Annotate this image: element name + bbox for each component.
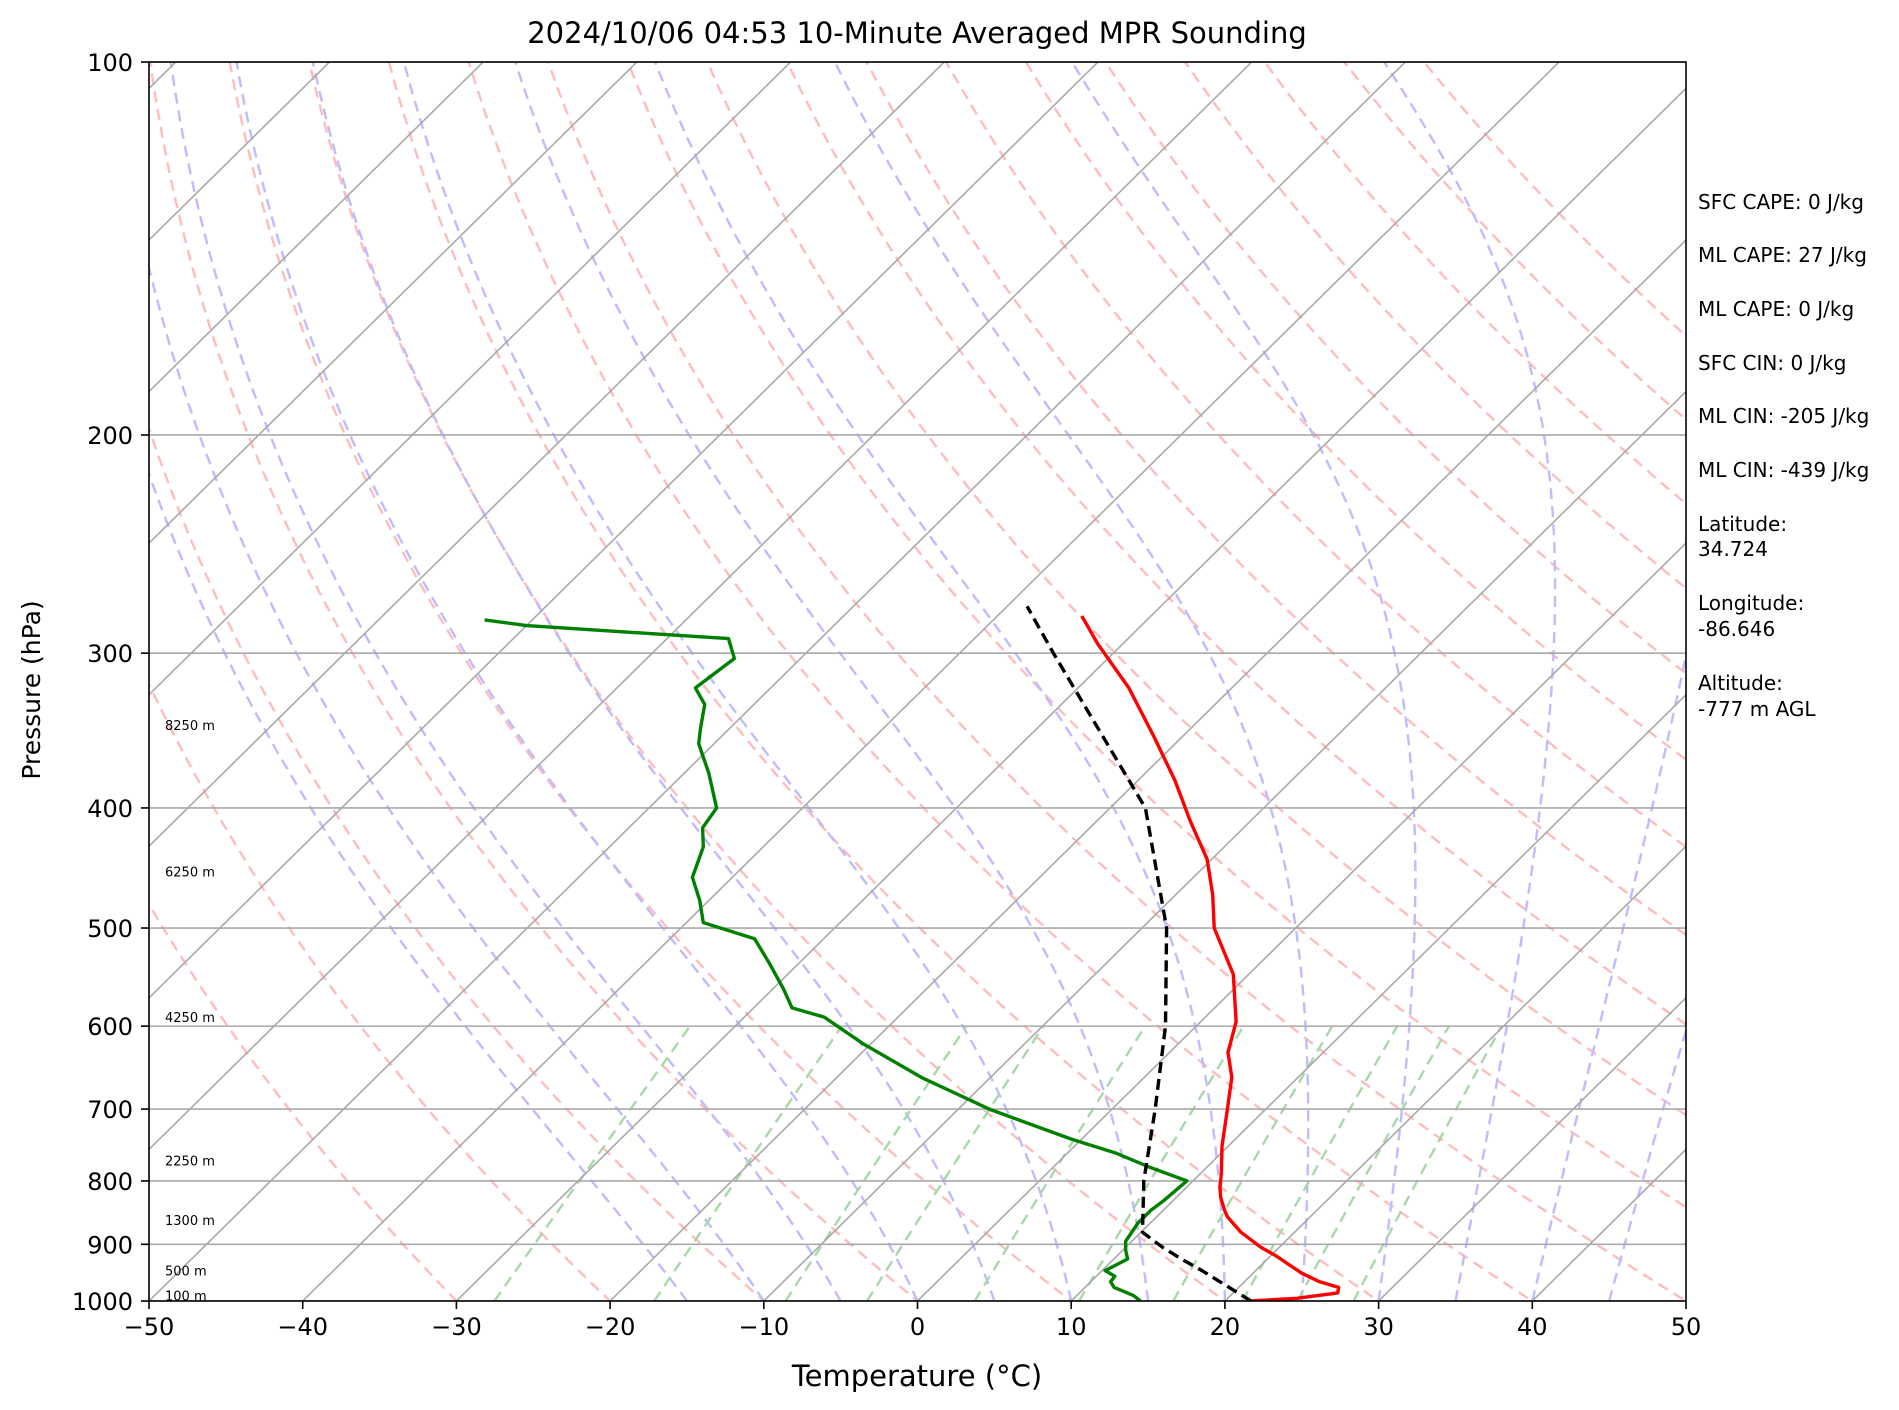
y-tick-label-9: 1000: [72, 1288, 133, 1316]
height-label-6: 8250 m: [165, 719, 215, 734]
info-altitude-value: -777 m AGL: [1698, 697, 1816, 721]
height-label-3: 2250 m: [165, 1154, 215, 1169]
x-tick-label-10: 50: [1671, 1313, 1702, 1341]
x-tick-label-5: 0: [910, 1313, 925, 1341]
x-tick-label-6: 10: [1056, 1313, 1087, 1341]
info-ml-cin-2: ML CIN: -439 J/kg: [1698, 458, 1869, 482]
height-label-2: 1300 m: [165, 1214, 215, 1229]
x-tick-label-0: −50: [124, 1313, 175, 1341]
x-tick-label-8: 30: [1363, 1313, 1394, 1341]
y-tick-label-4: 500: [87, 915, 133, 943]
info-ml-cape-2: ML CAPE: 0 J/kg: [1698, 297, 1854, 321]
x-tick-label-1: −40: [277, 1313, 328, 1341]
info-ml-cape-1: ML CAPE: 27 J/kg: [1698, 243, 1867, 267]
y-tick-label-2: 300: [87, 640, 133, 668]
y-tick-label-8: 900: [87, 1231, 133, 1259]
x-tick-label-7: 20: [1210, 1313, 1241, 1341]
y-tick-label-1: 200: [87, 422, 133, 450]
info-ml-cin-1: ML CIN: -205 J/kg: [1698, 404, 1869, 428]
height-label-5: 6250 m: [165, 865, 215, 880]
x-axis-label: Temperature (°C): [791, 1359, 1042, 1393]
x-tick-label-9: 40: [1517, 1313, 1548, 1341]
info-sfc-cin: SFC CIN: 0 J/kg: [1698, 351, 1846, 375]
info-latitude-value: 34.724: [1698, 537, 1768, 561]
info-sfc-cape: SFC CAPE: 0 J/kg: [1698, 190, 1864, 214]
y-tick-label-0: 100: [87, 49, 133, 77]
y-tick-label-3: 400: [87, 795, 133, 823]
info-altitude-label: Altitude:: [1698, 671, 1783, 695]
y-axis-label: Pressure (hPa): [17, 600, 46, 779]
y-tick-label-7: 800: [87, 1168, 133, 1196]
y-tick-label-6: 700: [87, 1096, 133, 1124]
y-tick-label-5: 600: [87, 1013, 133, 1041]
chart-title: 2024/10/06 04:53 10-Minute Averaged MPR …: [527, 16, 1307, 50]
x-tick-label-2: −30: [431, 1313, 482, 1341]
info-longitude-label: Longitude:: [1698, 591, 1804, 615]
x-tick-label-4: −10: [738, 1313, 789, 1341]
height-label-1: 500 m: [165, 1265, 207, 1280]
height-label-0: 100 m: [165, 1290, 207, 1305]
info-latitude-label: Latitude:: [1698, 512, 1787, 536]
info-longitude-value: -86.646: [1698, 617, 1775, 641]
height-label-4: 4250 m: [165, 1011, 215, 1026]
x-tick-label-3: −20: [585, 1313, 636, 1341]
